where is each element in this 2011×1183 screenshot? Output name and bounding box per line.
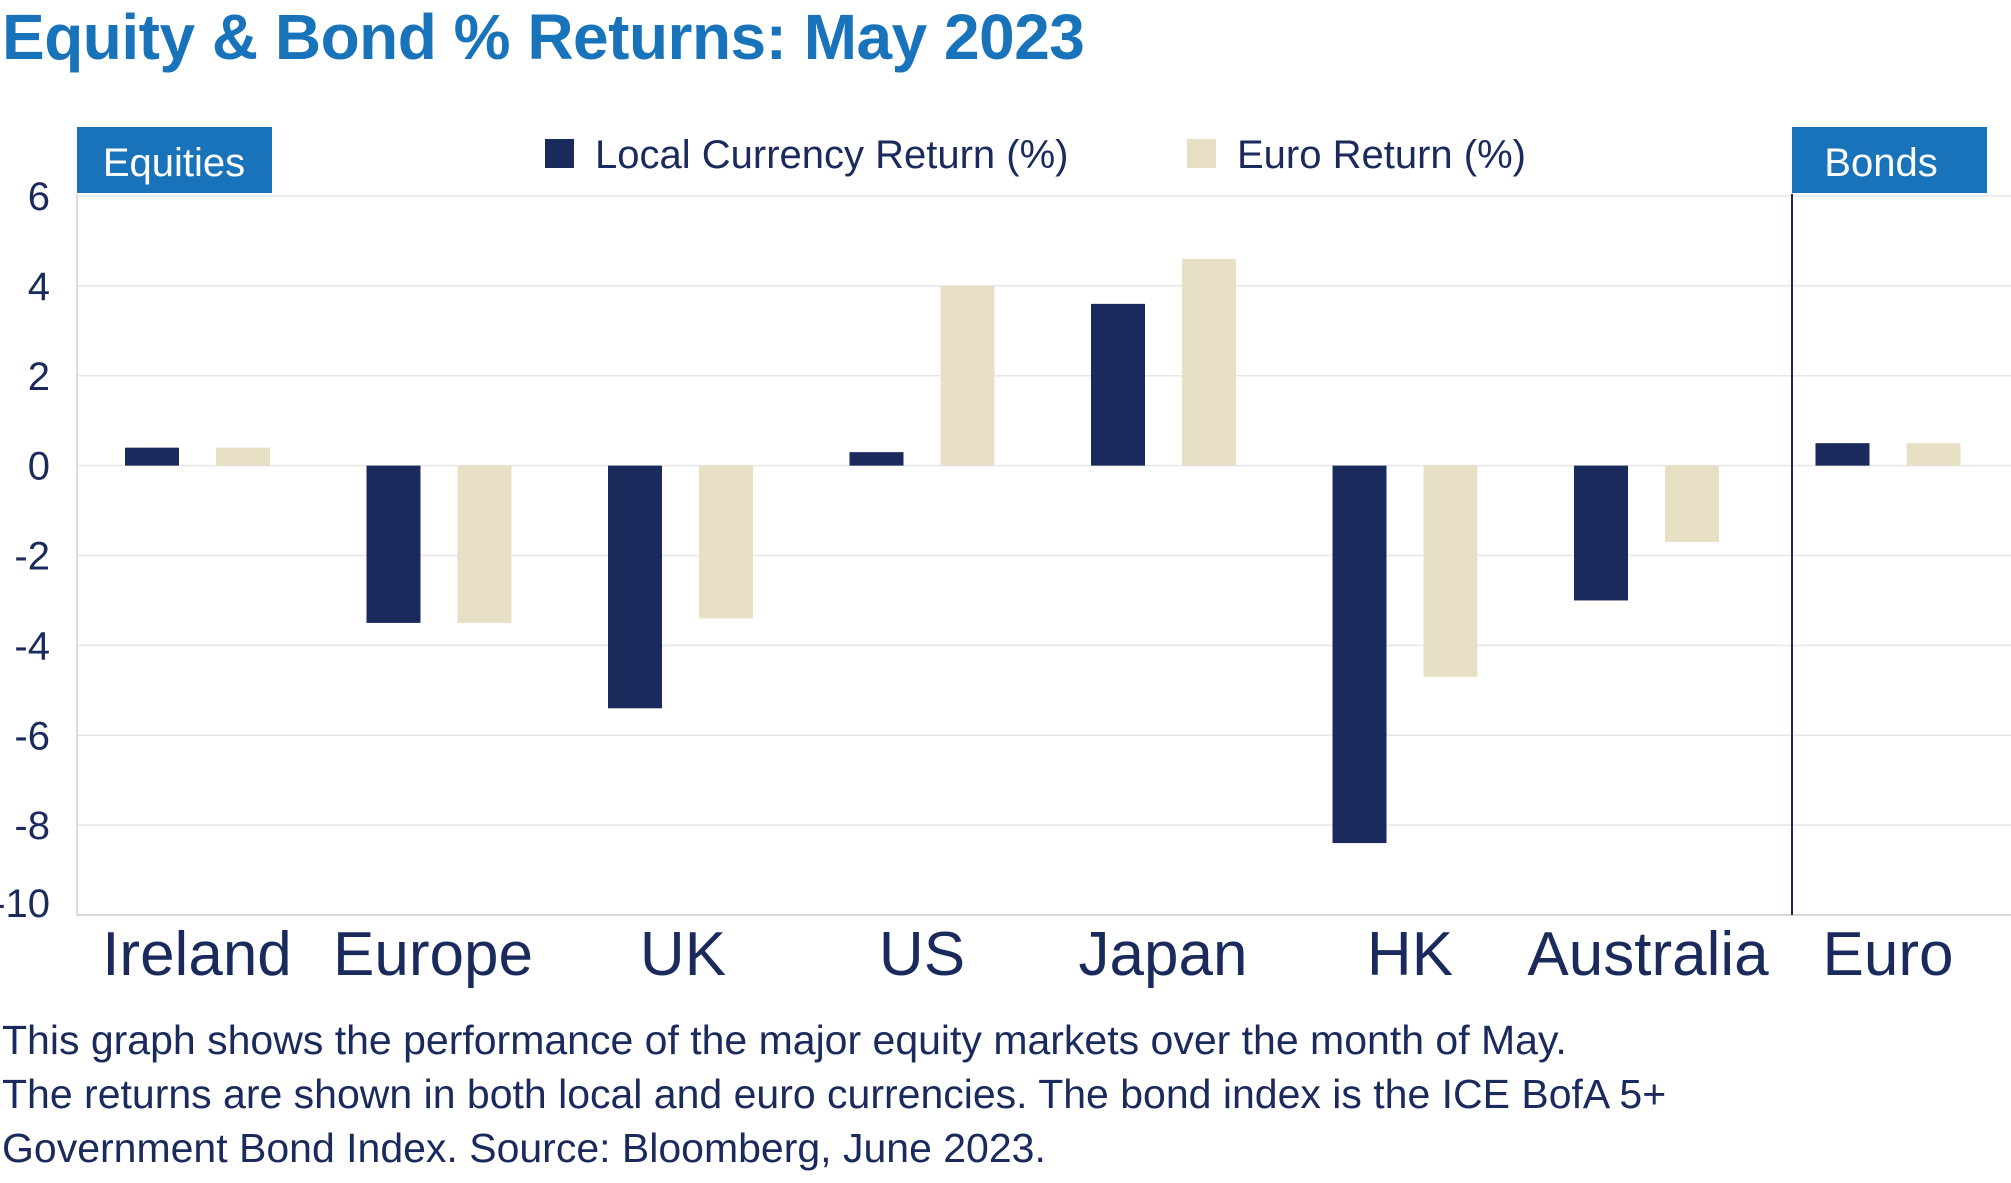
category-label-euro: Euro bbox=[1823, 920, 1954, 989]
equities-label-box bbox=[77, 127, 272, 193]
bar-australia-local bbox=[1574, 465, 1628, 601]
equities-label: Equities bbox=[103, 141, 245, 185]
category-label-europe: Europe bbox=[333, 920, 533, 989]
caption: This graph shows the performance of the … bbox=[2, 1013, 2002, 1175]
chart-title: Equity & Bond % Returns: May 2023 bbox=[2, 1, 1085, 73]
bar-us-euro bbox=[940, 285, 995, 466]
legend-swatch-euro bbox=[1187, 139, 1216, 168]
category-label-hk: HK bbox=[1367, 920, 1453, 989]
caption-line: Government Bond Index. Source: Bloomberg… bbox=[2, 1125, 1046, 1171]
bar-euro-euro bbox=[1906, 443, 1961, 466]
legend-swatch-local bbox=[545, 139, 574, 168]
y-axis-ticks: 6 4 2 0 -2 -4 -6 -8 -10 bbox=[0, 175, 50, 926]
legend-label-local: Local Currency Return (%) bbox=[595, 133, 1069, 177]
y-tick-label: -2 bbox=[14, 535, 50, 579]
category-label-us: US bbox=[879, 920, 965, 989]
bar-europe-euro bbox=[457, 465, 512, 623]
legend: Local Currency Return (%) Euro Return (%) bbox=[545, 133, 1526, 177]
y-tick-label: 6 bbox=[28, 175, 50, 219]
bar-uk-euro bbox=[699, 465, 753, 619]
bar-uk-local bbox=[608, 465, 662, 709]
bar-japan-local bbox=[1091, 303, 1145, 466]
category-label-uk: UK bbox=[640, 920, 726, 989]
bar-australia-euro bbox=[1665, 465, 1719, 543]
section-labels: Equities Bonds bbox=[77, 127, 1987, 193]
bonds-label-box bbox=[1792, 127, 1987, 193]
bar-ireland-local bbox=[125, 447, 179, 466]
y-tick-label: -8 bbox=[14, 804, 50, 848]
y-tick-label: -4 bbox=[14, 624, 50, 668]
y-tick-label: 4 bbox=[28, 265, 50, 309]
bar-us-local bbox=[849, 452, 904, 466]
y-tick-label: -10 bbox=[0, 882, 50, 926]
y-tick-label: 0 bbox=[28, 445, 50, 489]
caption-line: The returns are shown in both local and … bbox=[2, 1071, 1667, 1117]
bars bbox=[125, 258, 1961, 844]
category-labels: Ireland Europe UK US Japan HK Australia Euro bbox=[102, 920, 1953, 989]
y-tick-label: 2 bbox=[28, 355, 50, 399]
category-label-japan: Japan bbox=[1079, 920, 1248, 989]
category-label-australia: Australia bbox=[1527, 920, 1769, 989]
bonds-label: Bonds bbox=[1824, 141, 1937, 185]
bar-japan-euro bbox=[1182, 258, 1236, 466]
bar-chart: Equities Bonds Local Currency Return (%) E… bbox=[0, 127, 2011, 989]
y-tick-label: -6 bbox=[14, 714, 50, 758]
bar-europe-local bbox=[366, 465, 421, 623]
bar-hk-local bbox=[1332, 465, 1387, 844]
caption-line: This graph shows the performance of the … bbox=[2, 1017, 1567, 1063]
category-label-ireland: Ireland bbox=[102, 920, 292, 989]
bar-euro-local bbox=[1815, 443, 1870, 466]
legend-label-euro: Euro Return (%) bbox=[1237, 133, 1526, 177]
bar-ireland-euro bbox=[216, 447, 270, 466]
bar-hk-euro bbox=[1423, 465, 1478, 677]
grid-lines bbox=[76, 194, 2011, 916]
